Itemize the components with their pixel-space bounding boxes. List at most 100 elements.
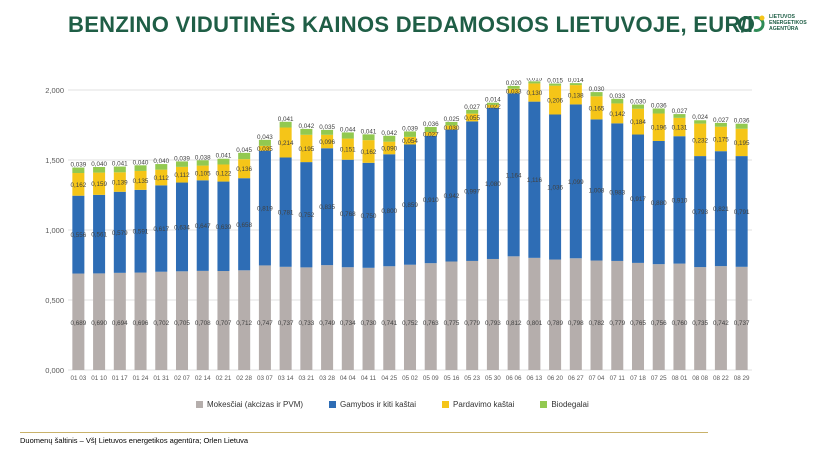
data-label: 0,705	[174, 320, 190, 327]
bar-segment	[93, 194, 106, 274]
x-tick-label: 04 25	[381, 375, 397, 382]
bar-segment	[714, 266, 727, 370]
bar-segment	[72, 195, 85, 274]
bar-segment	[673, 114, 686, 118]
bar-segment	[424, 126, 437, 132]
data-label: 0,781	[278, 210, 294, 217]
bar-segment	[72, 173, 85, 196]
x-tick-label: 02 21	[216, 375, 232, 382]
data-label: 0,793	[485, 320, 501, 327]
data-label: 0,040	[133, 159, 149, 166]
bar-segment	[590, 96, 603, 120]
bar-segment	[279, 266, 292, 370]
data-label: 0,025	[444, 116, 460, 123]
bar-segment	[466, 113, 479, 122]
data-label: 0,760	[672, 320, 688, 327]
bar-segment	[445, 261, 458, 370]
x-tick-label: 05 09	[423, 375, 439, 382]
bar-segment	[652, 113, 665, 141]
bar-segment	[528, 83, 541, 102]
bar-segment	[175, 182, 189, 272]
data-label: 0,821	[713, 206, 729, 213]
data-label: 0,020	[506, 80, 522, 87]
data-label: 0,232	[692, 137, 708, 144]
data-label: 0,027	[423, 131, 439, 138]
data-label: 0,741	[381, 320, 397, 327]
data-label: 0,045	[236, 147, 252, 154]
legend-swatch-gamybos	[329, 400, 337, 408]
bar-segment	[549, 259, 562, 370]
legend-item-gamybos: Gamybos ir kiti kaštai	[329, 398, 416, 410]
data-label: 0,142	[609, 111, 625, 118]
data-label: 0,022	[485, 104, 501, 111]
bar-segment	[217, 158, 230, 165]
bar-segment	[383, 266, 396, 370]
bar-segment	[611, 123, 624, 261]
data-label: 0,041	[216, 153, 232, 160]
data-label: 0,105	[195, 170, 211, 177]
data-label: 0,138	[568, 92, 584, 99]
data-label: 0,112	[154, 175, 170, 182]
y-tick-label: 2,000	[45, 86, 64, 95]
bar-segment	[694, 123, 707, 157]
data-label: 0,696	[133, 320, 149, 327]
data-label: 0,747	[257, 320, 273, 327]
data-label: 1,008	[589, 187, 605, 194]
data-label: 0,042	[298, 123, 314, 130]
data-label: 0,735	[692, 320, 708, 327]
x-tick-label: 05 30	[485, 375, 501, 382]
bar-segment	[611, 260, 624, 370]
x-tick-label: 08 01	[672, 375, 688, 382]
y-tick-label: 0,500	[45, 296, 64, 305]
data-label: 0,096	[319, 139, 335, 146]
data-label: 0,040	[91, 161, 107, 168]
bar-segment	[569, 85, 582, 105]
bar-segment	[466, 109, 479, 114]
x-tick-label: 06 06	[506, 375, 522, 382]
bar-segment	[300, 128, 313, 135]
x-tick-label: 03 21	[298, 375, 314, 382]
bar-segment	[735, 156, 748, 267]
data-label: 0,162	[70, 182, 86, 189]
data-label: 0,983	[609, 190, 625, 197]
data-label: 0,734	[340, 320, 356, 327]
bar-segment	[238, 152, 251, 160]
data-label: 0,122	[216, 171, 232, 178]
bar-segment	[652, 108, 665, 114]
x-tick-label: 04 11	[361, 375, 377, 382]
x-tick-label: 07 04	[589, 375, 605, 382]
bar-segment	[652, 140, 665, 265]
data-label: 0,712	[236, 320, 252, 327]
bar-segment	[445, 125, 458, 130]
bar-segment	[134, 272, 147, 370]
data-label: 1,036	[547, 185, 563, 192]
bar-segment	[155, 271, 168, 370]
bar-segment	[383, 135, 396, 142]
agency-logo: LIETUVOS ENERGETIKOS AGENTŪRA	[738, 12, 818, 34]
x-tick-label: 02 28	[236, 375, 252, 382]
data-label: 0,798	[568, 320, 584, 327]
bar-segment	[362, 134, 375, 141]
data-label: 0,752	[298, 212, 314, 219]
data-label: 0,591	[133, 229, 149, 236]
data-label: 0,793	[692, 209, 708, 216]
bar-segment	[279, 127, 292, 158]
bar-segment	[507, 88, 520, 94]
bar-segment	[217, 181, 230, 272]
x-tick-label: 05 23	[464, 375, 480, 382]
data-label: 0,112	[174, 172, 190, 179]
bar-segment	[528, 81, 541, 84]
data-label: 0,690	[91, 320, 107, 327]
bar-segment	[507, 256, 520, 370]
legend-label-biodegalai: Biodegalai	[551, 399, 589, 409]
legend-item-pardavimo: Pardavimo kaštai	[442, 398, 514, 410]
data-label: 0,090	[381, 145, 397, 152]
bar-segment	[569, 258, 582, 370]
x-tick-label: 08 29	[734, 375, 750, 382]
data-label: 0,917	[630, 196, 646, 203]
data-label: 0,036	[734, 118, 750, 125]
legend-swatch-pardavimo	[442, 400, 450, 408]
x-tick-label: 08 08	[692, 375, 708, 382]
x-tick-label: 02 14	[195, 375, 211, 382]
bar-segment	[93, 167, 106, 173]
